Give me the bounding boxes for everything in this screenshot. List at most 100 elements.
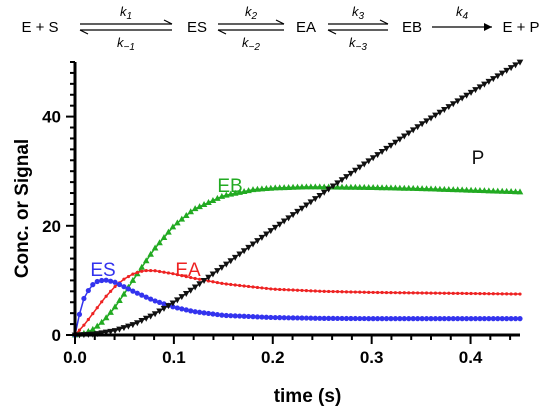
data-point <box>441 316 447 322</box>
data-point <box>220 281 224 286</box>
data-point <box>334 183 341 190</box>
forward-arrowhead <box>275 19 285 25</box>
data-point <box>165 303 172 310</box>
reverse-arrowhead <box>79 29 89 35</box>
data-point <box>369 155 377 162</box>
data-point <box>504 316 510 322</box>
data-point <box>451 291 455 295</box>
data-point <box>91 311 95 316</box>
data-point <box>223 261 230 268</box>
data-point <box>245 313 252 320</box>
data-point <box>353 290 357 294</box>
data-point <box>187 287 194 294</box>
data-point <box>249 186 257 193</box>
data-point <box>214 194 221 201</box>
data-point <box>156 299 163 306</box>
data-point <box>160 305 168 312</box>
data-point <box>237 313 243 319</box>
data-point <box>499 316 505 322</box>
data-point <box>201 310 207 316</box>
data-point <box>111 328 119 335</box>
data-point <box>405 184 413 191</box>
data-point <box>307 183 315 190</box>
data-point <box>392 139 399 146</box>
data-point <box>360 183 368 190</box>
data-point <box>281 315 287 321</box>
data-point <box>189 275 193 280</box>
data-point <box>477 316 483 322</box>
data-point <box>162 270 166 274</box>
data-point <box>490 187 497 194</box>
data-point <box>156 239 163 246</box>
data-point <box>321 315 327 321</box>
data-point <box>313 289 317 293</box>
data-point <box>410 316 416 322</box>
data-point <box>298 205 306 212</box>
data-point <box>485 78 493 85</box>
data-point <box>245 244 252 251</box>
data-point <box>414 124 421 131</box>
data-point <box>325 186 332 193</box>
data-point <box>134 320 141 327</box>
data-point <box>405 130 413 137</box>
data-point <box>254 238 261 245</box>
data-point <box>388 316 394 322</box>
data-point <box>126 274 130 279</box>
data-point <box>312 315 318 321</box>
data-point <box>178 215 186 222</box>
data-point <box>107 328 114 335</box>
data-point <box>481 187 488 194</box>
data-point <box>116 326 123 333</box>
rate-constant-subscript: −3 <box>356 42 368 53</box>
data-point <box>392 316 398 322</box>
data-point <box>427 185 435 192</box>
data-point <box>387 142 395 149</box>
data-point <box>200 278 208 284</box>
data-point <box>432 185 439 192</box>
data-point <box>516 188 524 195</box>
data-point <box>322 289 326 293</box>
data-point <box>428 316 434 322</box>
data-point <box>503 67 510 74</box>
data-point <box>402 291 406 295</box>
data-point <box>210 311 216 317</box>
data-point <box>316 183 324 190</box>
data-point <box>312 196 319 203</box>
data-point <box>255 285 260 290</box>
data-point <box>138 317 146 324</box>
data-point <box>380 290 384 295</box>
data-point <box>151 311 159 318</box>
data-point <box>476 84 484 91</box>
data-point <box>184 274 188 279</box>
data-point <box>161 301 167 307</box>
data-point <box>487 292 491 296</box>
data-point <box>436 109 444 116</box>
x-tick-label: 0.0 <box>63 348 87 367</box>
data-point <box>277 315 283 321</box>
data-point <box>374 184 381 191</box>
data-point <box>200 201 208 208</box>
reverse-arrowhead <box>327 29 337 35</box>
reverse-rate-constant: k−2 <box>242 35 260 53</box>
data-point <box>383 145 390 152</box>
data-point <box>486 316 492 322</box>
data-point <box>148 296 154 302</box>
reverse-rate-constant: k−1 <box>117 35 135 53</box>
data-point <box>309 289 313 293</box>
data-point <box>320 183 328 190</box>
data-point <box>82 323 86 327</box>
data-point <box>196 281 203 288</box>
data-point <box>268 314 274 321</box>
data-point <box>165 228 172 235</box>
data-point <box>211 280 215 284</box>
data-point <box>125 323 132 330</box>
data-point <box>496 292 500 296</box>
data-point <box>227 258 235 265</box>
data-point <box>518 292 522 296</box>
data-point <box>436 185 444 192</box>
data-point <box>223 312 229 319</box>
data-point <box>423 118 430 125</box>
data-point <box>219 312 225 318</box>
